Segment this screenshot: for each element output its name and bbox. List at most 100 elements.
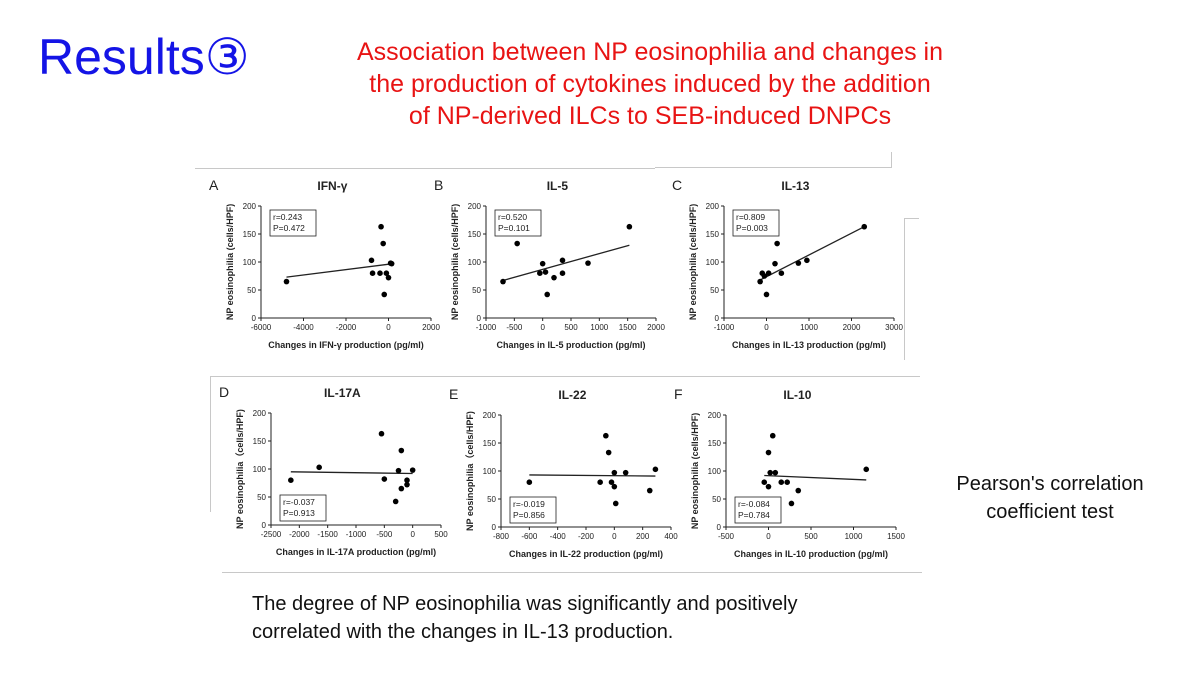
stats-box [509,496,557,524]
panel-title: IL-22 [558,388,586,402]
method-note: Pearson's correlation coefficient test [920,470,1180,526]
data-point [652,466,659,473]
stats-text: r=-0.037 [283,497,315,507]
figure-frame-line [655,167,892,168]
panel-title: IL-10 [783,388,811,402]
data-point [404,477,410,483]
y-axis-label: NP eosinophilia (cells/HPF) [225,204,235,320]
x-tick-label: 500 [564,323,578,332]
y-axis-label: NP eosinophilia (cells/HPF) [688,204,698,320]
x-tick-label: -500 [506,323,523,332]
figure-frame-line [905,218,919,219]
x-tick-label: -500 [718,532,735,541]
panel-letter: A [209,177,219,193]
data-point [381,476,388,482]
x-tick-label: 3000 [885,323,903,332]
regression-line [290,471,413,475]
data-point [559,257,566,264]
regression-line [286,263,393,278]
data-point [757,278,763,285]
x-axis-label: Changes in IL-5 production (pg/ml) [497,340,646,350]
y-axis-label: NP eosinophilia (cells/HPF) [450,204,460,320]
figure-frame-line [210,376,211,512]
data-point [761,479,768,485]
x-tick-label: -200 [578,532,595,541]
x-tick-label: 0 [386,323,391,332]
data-point [514,240,520,247]
data-point [778,270,785,276]
data-point [316,464,322,471]
y-tick-label: 200 [708,411,722,420]
y-tick-label: 150 [253,437,267,446]
y-tick-label: 100 [706,258,720,267]
data-point [861,223,868,230]
data-point [597,479,603,485]
data-point [765,483,772,490]
panel-title: IL-5 [547,179,569,193]
subtitle-line: Association between NP eosinophilia and … [356,38,944,66]
conclusion-text: The degree of NP eosinophilia was signif… [252,590,972,646]
x-tick-label: -4000 [293,323,314,332]
x-tick-label: 0 [410,530,415,539]
stats-text: r=0.520 [498,212,527,222]
scatter-plot: E IL-22 0 50 100 150 200 -800 -600 -400 -200 0 200 40… [449,386,678,559]
scatter-plot: D IL-17A 0 50 100 150 200 -2500 -2000 -1500 -1000-… [219,384,448,557]
data-point [605,449,612,456]
figure-frame-line [891,152,892,168]
data-point [804,257,810,264]
y-tick-label: 50 [257,493,266,502]
panel-letter: C [672,177,682,193]
data-point [539,260,546,267]
data-point [388,260,395,267]
stats-box [279,494,327,522]
panel-title: IL-13 [781,179,809,193]
data-point [795,487,802,494]
panel-letter: B [434,177,443,193]
data-point [378,430,385,437]
data-point [784,479,790,485]
data-point [378,223,384,230]
panel-letter: D [219,384,229,400]
data-point [863,466,870,473]
subtitle-line: the production of cytokines induced by t… [369,70,931,98]
y-tick-label: 150 [468,230,482,239]
data-point [763,291,770,298]
regression-line [502,244,630,282]
y-tick-label: 100 [243,258,257,267]
method-note-line: Pearson's correlation [956,473,1144,495]
x-tick-label: 500 [804,532,818,541]
x-tick-label: 500 [434,530,448,539]
stats-box [269,209,317,237]
conclusion-line: The degree of NP eosinophilia was signif… [252,593,798,615]
y-tick-label: 200 [243,202,257,211]
panel-letter: F [674,386,683,402]
x-tick-label: 0 [540,323,545,332]
y-tick-label: 200 [468,202,482,211]
slide-subtitle: Association between NP eosinophilia and … [330,36,970,132]
data-point [395,467,402,474]
y-axis-label: NP eosinophilia（cells/HPF) [235,409,245,529]
x-tick-label: 2000 [843,323,861,332]
y-tick-label: 0 [717,523,722,532]
data-point [626,223,633,230]
data-point [559,270,566,276]
chart-panel-il-17a: D IL-17A 0 50 100 150 200 -2500 -2000 -1500 -1000-… [215,383,455,573]
stats-text: P=0.003 [736,223,768,233]
x-tick-label: -1000 [476,323,497,332]
x-tick-label: 1000 [845,532,863,541]
x-tick-label: 1500 [887,532,905,541]
x-tick-label: 0 [612,532,617,541]
regression-line [764,474,867,481]
chart-panel-il-10: F IL-10 0 50 100 150 200 -500 0 500 1000 1500 Change… [670,385,910,575]
figure-frame-line [904,218,905,360]
data-point [788,500,795,507]
y-tick-label: 0 [252,314,257,323]
y-tick-label: 150 [708,439,722,448]
data-point [772,469,779,476]
stats-text: r=0.809 [736,212,765,222]
stats-text: r=-0.084 [738,499,770,509]
x-tick-label: 0 [766,532,771,541]
data-point [383,270,390,276]
scatter-plot: A IFN-γ 0 50 100 150 200 -6000 -4000 -2000 0 2000 Ch… [209,177,440,350]
x-tick-label: 1500 [619,323,637,332]
